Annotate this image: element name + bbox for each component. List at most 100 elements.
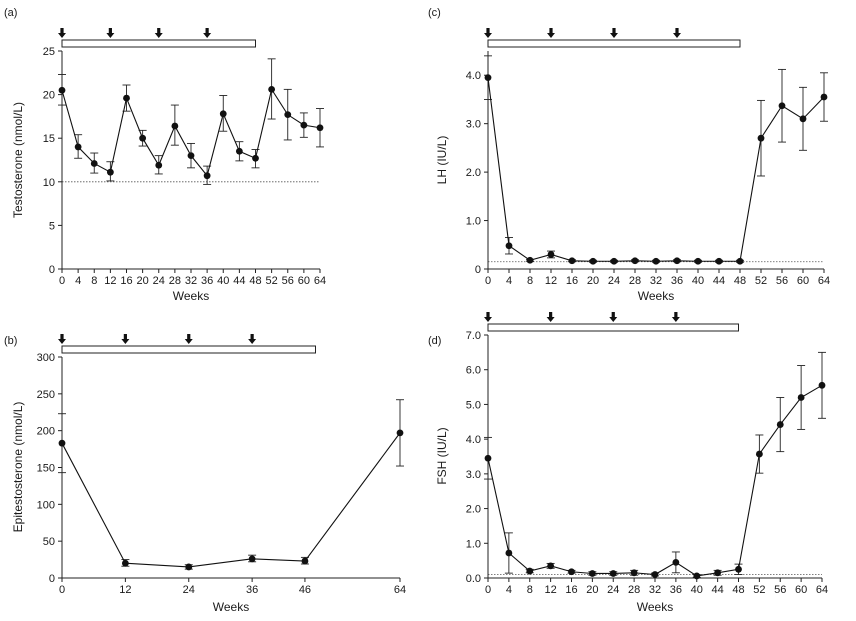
panel-b-y-tick-label-3: 150 [37,463,55,475]
panel-d-dose-arrow-0 [484,312,492,322]
panel-c-point-8 [652,257,660,265]
panel-b-series-polyline [61,432,401,568]
panel-b-label: (b) [4,335,17,347]
panel-b-dose-arrow-2 [184,334,193,344]
panel-b-dose-arrow-1 [121,334,130,344]
panel-a-y-tick-label-0: 0 [49,264,55,276]
panel-d-x-tick-label-8: 32 [649,584,661,596]
panel-a-point-13 [268,85,276,93]
panel-c-y-axis-label: LH (IU/L) [435,136,449,185]
panel-d-x-tick-label-5: 20 [586,584,598,596]
panel-a-x-tick-label-11: 44 [233,275,245,287]
panel-d-point-16 [818,381,826,389]
panel-c-point-1 [505,242,513,250]
panel-c-point-4 [568,257,576,265]
panel-b-point-4 [301,557,309,565]
panel-a-point-14 [284,111,292,119]
panel-c-x-tick-label-8: 32 [650,275,662,287]
panel-b-dose-arrows [58,334,257,344]
panel-b-data-points [58,429,404,571]
panel-c-point-16 [820,93,828,101]
panel-a-x-tick-label-1: 4 [75,275,81,287]
panel-c-series-polyline [487,77,825,262]
panel-b-x-tick-label-4: 46 [299,584,311,596]
panel-a-dose-arrow-2 [154,28,163,38]
panel-c-point-6 [610,257,618,265]
panel-d-point-5 [588,570,596,577]
panel-d-dose-arrow-1 [546,312,555,322]
panel-d-y-tick-label-4: 4.0 [466,434,481,446]
panel-b-point-0 [58,439,66,447]
panel-c-x-tick-label-14: 56 [776,275,788,287]
panel-a-y-tick-label-4: 20 [43,90,55,102]
panel-d-x-tick-label-11: 44 [712,584,724,596]
panel-b-y-tick-label-0: 0 [49,573,55,585]
panel-c-treatment-bar [487,39,741,48]
panel-d-point-0 [484,454,492,462]
panel-a-x-tick-label-8: 32 [185,275,197,287]
panel-a-dose-arrows [58,28,212,38]
panel-b-x-tick-label-5: 64 [394,584,406,596]
panel-c-y-tick-label-0: 0 [475,264,481,276]
panel-c-point-5 [589,257,597,265]
panel-b-x-tick-label-2: 24 [183,584,195,596]
panel-a-point-6 [155,161,163,169]
panel-d-x-tick-label-15: 60 [795,584,807,596]
panel-d-point-2 [526,567,534,575]
panel-a-point-1 [74,143,82,151]
panel-a-y-tick-label-5: 25 [43,46,55,58]
panel-d-y-tick-label-5: 5.0 [466,399,481,411]
panel-b-y-axis-label: Epitestosterone (nmol/L) [11,402,25,533]
panel-b-error-bars [58,399,404,570]
panel-a-point-10 [219,110,227,118]
panel-a-point-16 [316,124,324,132]
panel-c-treatment-band [487,39,741,48]
panel-a-point-3 [106,168,114,176]
panel-b-y-tick-label-1: 50 [43,536,55,548]
panel-d-point-3 [547,562,555,570]
panel-d-point-9 [672,558,680,566]
panel-a-x-tick-label-5: 20 [137,275,149,287]
panel-c-x-tick-label-10: 40 [692,275,704,287]
panel-c-x-tick-label-3: 12 [545,275,557,287]
panel-a-point-2 [90,160,98,167]
panel-a-x-axis-label: Weeks [173,289,209,303]
panel-b-point-3 [248,555,256,563]
panel-a-x-tick-label-7: 28 [169,275,181,287]
panel-d-x-axis-label: Weeks [637,600,673,614]
panel-d-point-7 [630,569,638,577]
panel-d: (d) FSH (IU/L) Weeks 0 4 8 12 16 20 24 28 32 36 40… [428,312,828,614]
panel-d-x-tick-label-6: 24 [607,584,619,596]
panel-d-point-15 [797,394,805,401]
panel-a-x-tick-label-10: 40 [217,275,229,287]
panel-d-x-tick-label-14: 56 [774,584,786,596]
panel-d-y-ticks: 0.0 1.0 2.0 3.0 4.0 5.0 6.0 7.0 [466,330,488,585]
panel-b-point-5 [396,429,404,437]
panel-c-data-points [484,74,828,265]
panel-c-point-14 [778,102,786,110]
panel-a-y-ticks: 0 5 10 15 20 25 [43,46,62,276]
panel-d-series-polyline [487,384,823,577]
panel-c-dose-arrow-3 [673,28,681,38]
panel-c-x-ticks: 0 4 8 12 16 20 24 28 32 36 40 44 48 52 56 60 64 [485,269,830,287]
panel-c-x-tick-label-7: 28 [629,275,641,287]
panel-a-x-tick-label-4: 16 [120,275,132,287]
panel-c-point-15 [799,115,807,123]
panel-d-x-tick-label-9: 36 [670,584,682,596]
panel-a-x-tick-label-0: 0 [59,275,65,287]
panel-d-y-tick-label-6: 6.0 [466,365,481,377]
panel-a-point-11 [235,147,243,155]
panel-a: (a) Testosterone (nmol/L) Weeks 0 4 8 12 16 2… [4,7,326,303]
panel-d-x-tick-label-2: 8 [527,584,533,596]
panel-c-x-tick-label-9: 36 [671,275,683,287]
panel-d-point-10 [693,572,701,580]
panel-c-x-tick-label-1: 4 [506,275,512,287]
panel-d-label: (d) [428,335,441,347]
panel-c-label: (c) [428,7,441,19]
panel-a-x-tick-label-14: 56 [282,275,294,287]
panel-a-point-9 [203,172,211,180]
panel-c-x-tick-label-4: 16 [566,275,578,287]
panel-d-point-12 [735,565,742,573]
panel-c-y-ticks: 0 1.0 2.0 3.0 4.0 [466,70,488,276]
panel-c-point-0 [484,74,492,82]
